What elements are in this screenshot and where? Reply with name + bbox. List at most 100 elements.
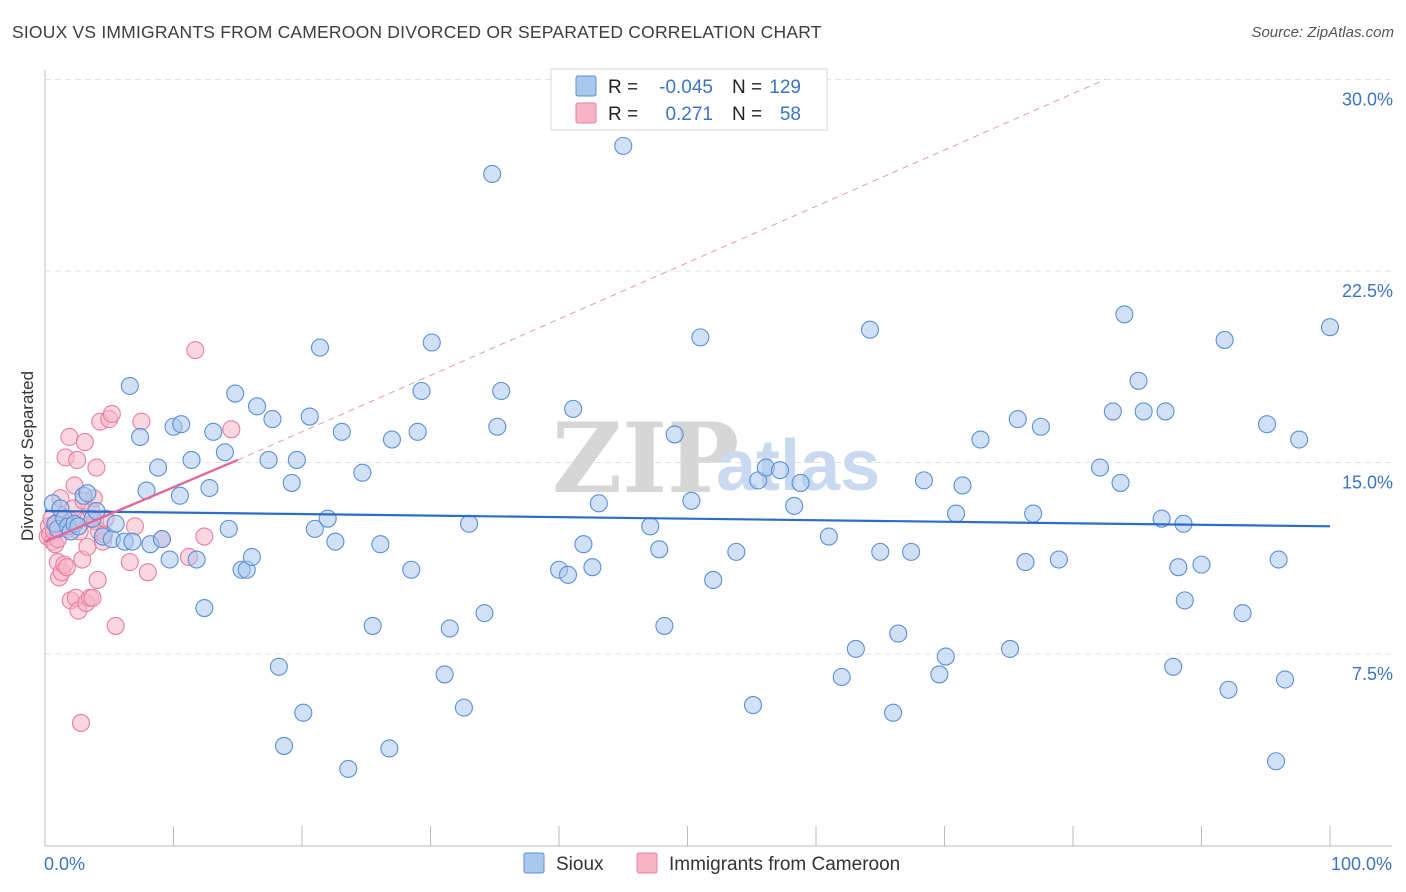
sioux-point-48 [305,519,324,538]
sioux-point-43 [274,736,294,755]
sioux-point-44 [282,473,301,492]
sioux-point-124 [1192,555,1211,574]
stats-legend-box [550,68,828,131]
trend-lines [237,79,1106,461]
y-tick-label-2: 22.5% [1342,281,1393,301]
sioux-point-99 [902,542,921,561]
sioux-point-98 [889,624,908,643]
x-tick-label-max: 100.0% [1331,854,1392,874]
y-axis-title: Divorced or Separated [18,371,37,541]
sioux-n-value: 129 [769,77,801,98]
sioux-point-18 [123,532,142,551]
watermark: ZIP atlas [552,402,880,515]
sioux-r-label: R = [608,77,638,98]
cameroon-point-56 [222,420,241,439]
sioux-point-101 [930,665,949,684]
x-axis-ticks [44,826,1331,846]
sioux-series-label: Sioux [556,854,604,875]
source-credit: Source: ZipAtlas.com [1251,24,1394,41]
sioux-point-80 [655,616,674,635]
sioux-point-57 [380,739,399,758]
sioux-point-38 [242,547,261,567]
sioux-point-47 [300,407,319,426]
cameroon-point-16 [57,558,76,577]
cameroon-trend-line [44,458,239,543]
sioux-point-32 [204,422,223,441]
sioux-point-10 [78,484,97,503]
cameroon-series-label: Immigrants from Cameroon [669,854,900,875]
sioux-point-52 [332,422,351,441]
sioux-point-31 [200,478,219,498]
sioux-point-30 [195,598,214,618]
sioux-point-103 [947,504,966,523]
sioux-point-22 [149,458,168,477]
sioux-point-116 [1129,371,1148,390]
cameroon-point-30 [75,433,94,452]
sioux-point-110 [1031,417,1050,436]
cameroon-r-value: 0.271 [665,104,713,125]
sioux-point-78 [641,517,660,536]
sioux-point-64 [440,619,459,638]
sioux-point-109 [1024,504,1043,523]
sioux-point-69 [488,417,507,436]
sioux-point-61 [412,381,431,401]
cameroon-point-57 [195,527,214,546]
sioux-point-68 [483,164,502,184]
sioux-point-81 [665,425,684,444]
sioux-point-123 [1175,591,1194,610]
cameroon-trend-extension [237,79,1106,461]
sioux-point-56 [371,535,390,554]
sioux-point-89 [770,461,790,480]
sioux-point-41 [263,410,282,429]
sioux-point-127 [1233,604,1252,623]
sioux-point-29 [187,550,206,569]
sioux-point-96 [871,542,890,561]
sioux-point-65 [454,698,473,717]
sioux-legend-swatch [575,75,597,97]
sioux-point-74 [574,535,593,554]
sioux-point-104 [953,476,972,495]
sioux-point-115 [1115,305,1134,324]
sioux-point-75 [583,558,602,577]
sioux-point-49 [310,338,330,357]
sioux-point-92 [819,527,838,546]
sioux-point-17 [120,376,139,395]
sioux-point-15 [106,514,125,533]
sioux-point-132 [1290,430,1309,449]
sioux-r-value: -0.045 [659,77,713,98]
sioux-point-108 [1016,553,1035,572]
sioux-point-34 [219,519,238,538]
sioux-point-50 [318,509,337,528]
sioux-point-105 [971,430,990,449]
cameroon-point-50 [125,517,144,536]
sioux-point-76 [589,494,608,513]
sioux-point-59 [402,560,421,579]
cameroon-point-27 [71,713,91,732]
sioux-point-79 [650,540,669,559]
sioux-point-100 [914,471,933,490]
sioux-point-106 [1000,639,1020,658]
x-tick-label-min: 0.0% [44,854,85,874]
sioux-point-97 [884,703,903,722]
sioux-point-112 [1090,458,1110,477]
sioux-points [43,136,1340,778]
sioux-point-102 [936,647,955,666]
sioux-point-95 [860,320,880,339]
sioux-point-70 [492,381,511,401]
cameroon-point-39 [87,458,106,477]
sioux-point-114 [1111,473,1130,492]
cameroon-point-52 [138,563,157,582]
cameroon-point-55 [186,341,205,360]
sioux-point-54 [353,463,372,482]
series-legend: Sioux Immigrants from Cameroon [523,852,900,875]
sioux-point-120 [1164,657,1183,676]
sioux-point-73 [564,399,583,418]
sioux-point-23 [152,530,171,549]
sioux-point-46 [294,703,313,722]
sioux-point-77 [614,136,633,155]
sioux-point-28 [182,450,201,469]
stats-legend: R = -0.045 N = 129 R = 0.271 N = 58 [550,68,828,131]
sioux-point-27 [172,415,191,434]
sioux-point-67 [475,604,494,623]
